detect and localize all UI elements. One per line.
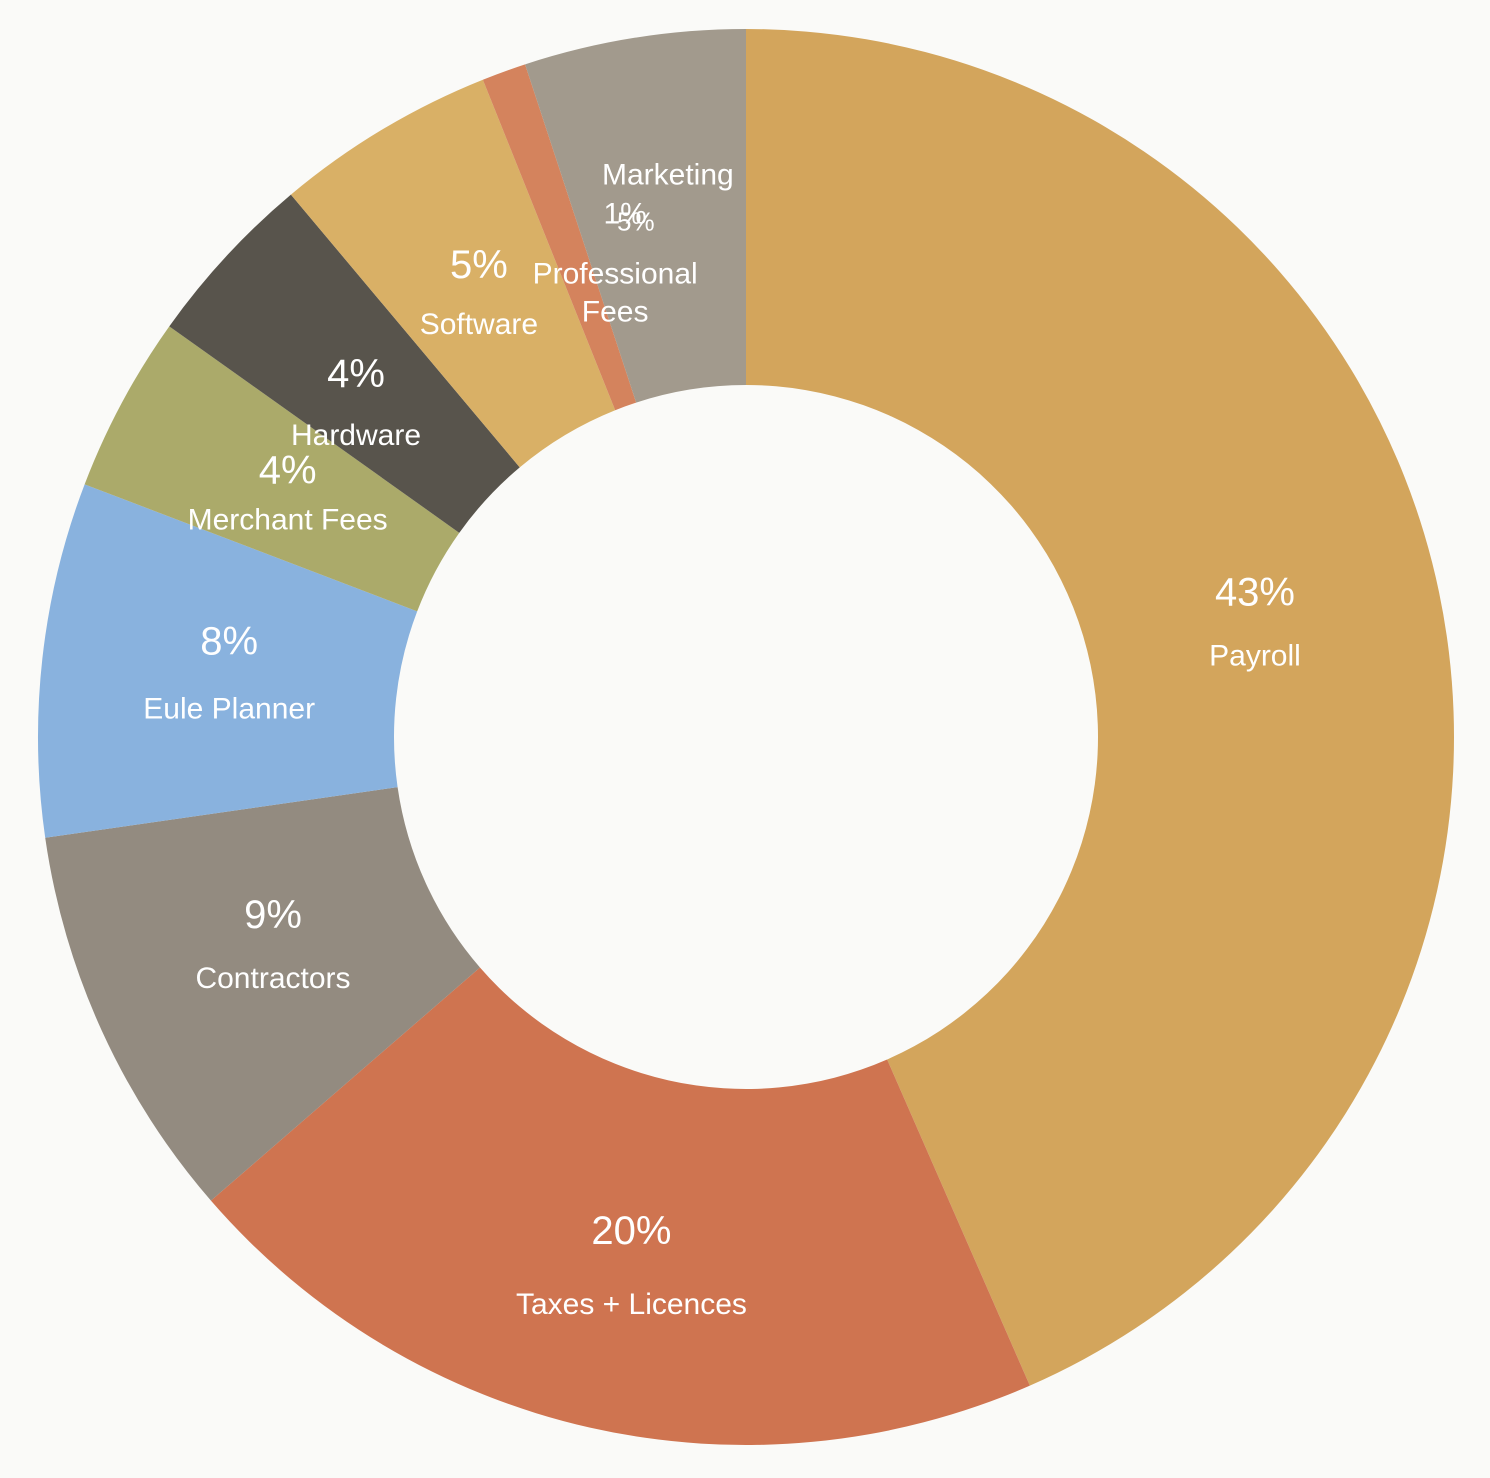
- slice-percent-software: 5%: [450, 243, 508, 287]
- slice-name-hardware: Hardware: [291, 419, 421, 452]
- slice-name-contractors: Contractors: [195, 962, 350, 995]
- slice-name-software: Software: [420, 308, 538, 341]
- donut-slices: [37, 29, 1454, 1445]
- slice-name-eule-planner: Eule Planner: [143, 692, 315, 725]
- slice-merchant-fees: [84, 326, 460, 612]
- slice-eule-planner: [37, 484, 418, 838]
- slice-percent-payroll: 43%: [1215, 571, 1295, 615]
- slice-name-merchant-fees: Merchant Fees: [188, 503, 388, 536]
- slice-marketing: [525, 29, 746, 403]
- slice-contractors: [45, 787, 480, 1201]
- slice-software: [290, 79, 616, 468]
- slice-percent-marketing: 5%: [617, 207, 655, 237]
- slice-name-taxes-licences: Taxes + Licences: [516, 1288, 747, 1321]
- slice-name-payroll: Payroll: [1209, 640, 1301, 673]
- slice-percent-professional-fees: 1%: [603, 197, 646, 230]
- slice-percent-taxes-licences: 20%: [591, 1209, 671, 1253]
- slice-percent-hardware: 4%: [327, 352, 385, 396]
- slice-taxes-licences: [210, 967, 1030, 1445]
- slice-name-professional-fees: Professional Fees: [533, 257, 698, 328]
- slice-hardware: [169, 194, 520, 533]
- donut-labels: 43% Payroll 20% Taxes + Licences 9% Contracto…: [143, 159, 1301, 1322]
- slice-professional-fees: [482, 64, 637, 411]
- slice-percent-contractors: 9%: [244, 893, 302, 937]
- slice-name-marketing: Marketing: [602, 159, 734, 192]
- slice-payroll: [746, 29, 1454, 1386]
- slice-percent-eule-planner: 8%: [200, 619, 258, 663]
- slice-percent-merchant-fees: 4%: [259, 448, 317, 492]
